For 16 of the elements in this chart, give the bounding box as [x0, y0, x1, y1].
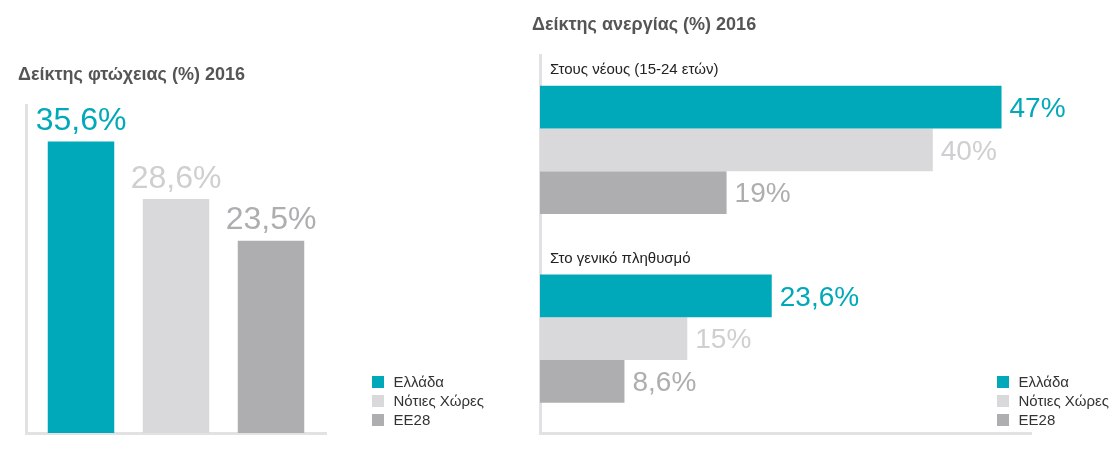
legend-label: Ελλάδα — [1018, 372, 1070, 391]
legend-label: Νότιες Χώρες — [1018, 391, 1109, 410]
y-tick-label: Στο γενικό πληθυσμό — [550, 249, 691, 267]
legend-label: Ελλάδα — [393, 372, 445, 391]
legend-label: ΕΕ28 — [393, 410, 431, 429]
data-label: 35,6% — [35, 101, 127, 138]
data-label: 23,6% — [779, 280, 860, 312]
data-label: 23,5% — [225, 200, 317, 237]
y-tick-label: Στους νέους (15-24 ετών) — [550, 60, 719, 78]
data-label: 47% — [1009, 91, 1066, 123]
data-label: 19% — [734, 177, 791, 209]
legend-label: Νότιες Χώρες — [393, 391, 484, 410]
legend-label: ΕΕ28 — [1018, 410, 1056, 429]
data-label: 8,6% — [632, 366, 697, 398]
chart-title: Δείκτης ανεργίας (%) 2016 — [532, 13, 757, 34]
chart-title: Δείκτης φτώχειας (%) 2016 — [18, 63, 246, 84]
